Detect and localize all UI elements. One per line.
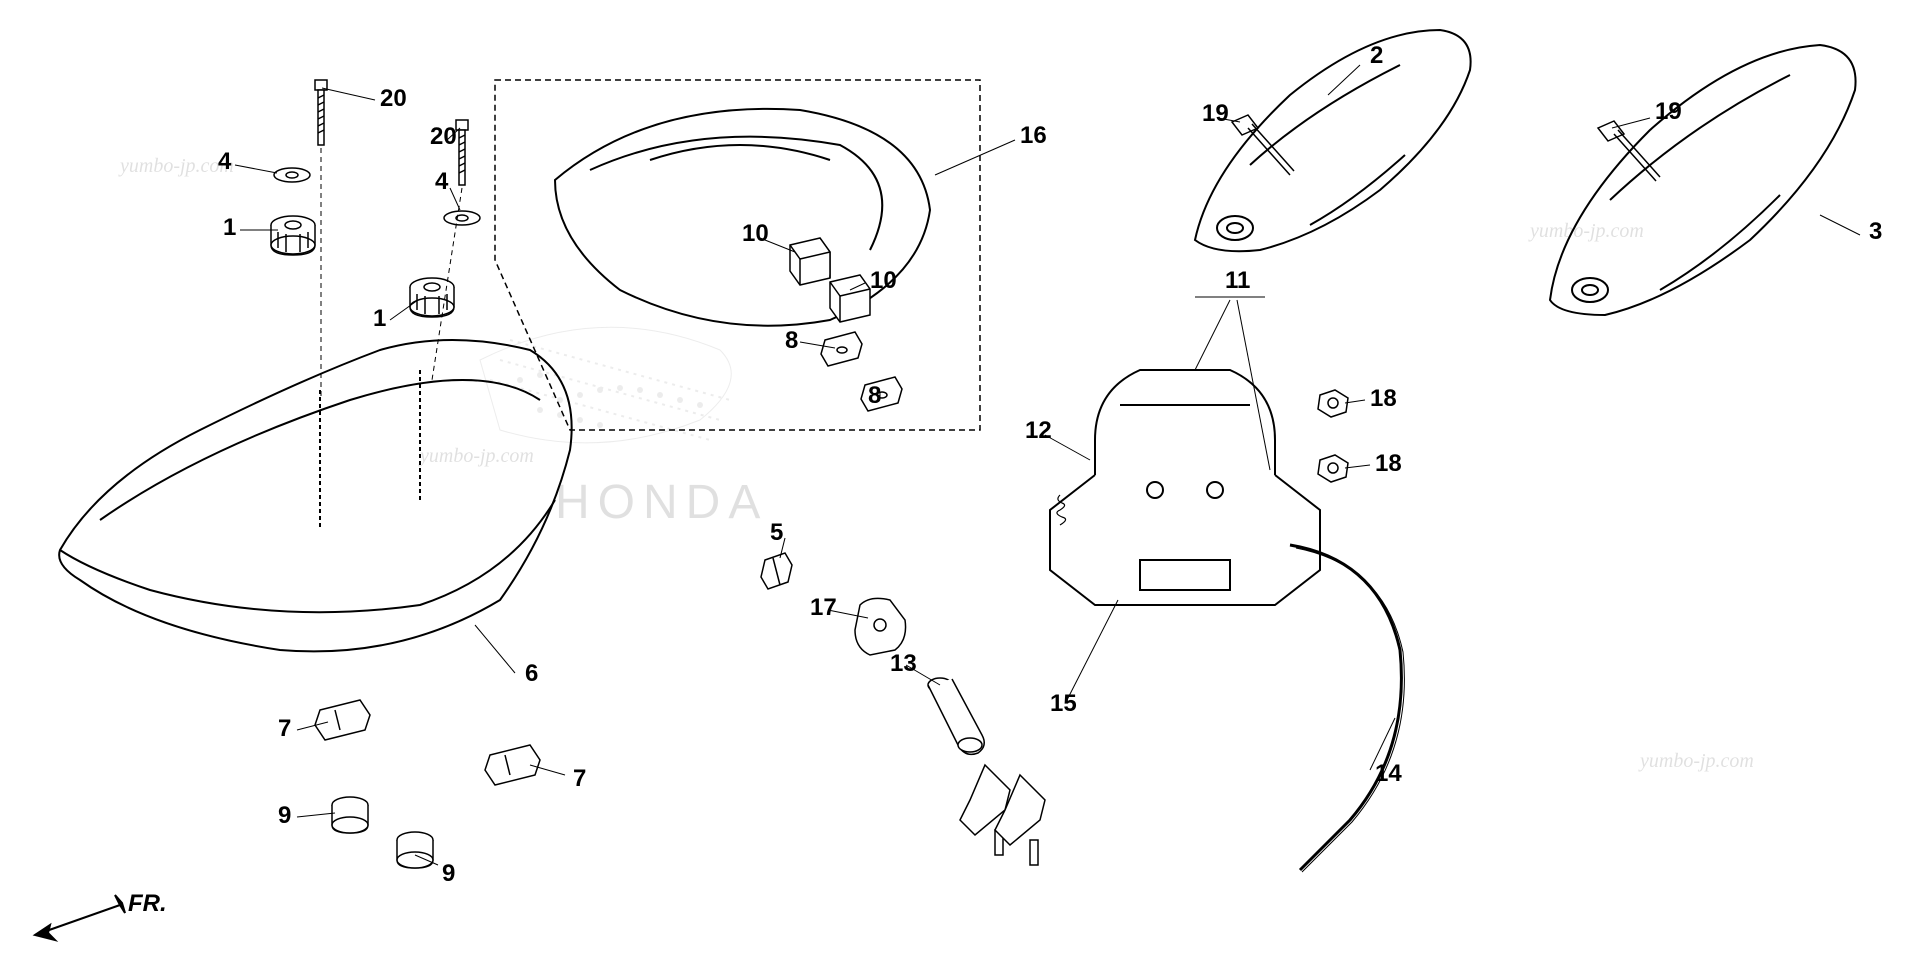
- label-2: 2: [1370, 42, 1383, 70]
- lock-cylinder-13: [928, 678, 984, 754]
- label-7a: 7: [278, 715, 291, 743]
- label-9a: 9: [278, 802, 291, 830]
- washer-4-left: [274, 168, 310, 182]
- rubber-mount-1-left: [271, 216, 315, 255]
- clip-5: [761, 553, 792, 589]
- nut-18-bottom: [1318, 455, 1348, 482]
- label-13: 13: [890, 650, 917, 678]
- label-8a: 8: [785, 327, 798, 355]
- grab-rail-right: [1550, 45, 1856, 315]
- grab-rail-left: [1195, 30, 1471, 251]
- label-7b: 7: [573, 765, 586, 793]
- cable-14: [1290, 545, 1404, 872]
- label-8b: 8: [868, 382, 881, 410]
- nut-18-top: [1318, 390, 1348, 417]
- rubber-mount-1-right: [410, 278, 454, 317]
- cushion-9-right: [397, 832, 433, 868]
- label-1b: 1: [373, 305, 386, 333]
- rear-seat-section-box: [495, 80, 980, 430]
- catch-7-left: [315, 700, 370, 740]
- bolt-20-left: [315, 80, 327, 145]
- label-12: 12: [1025, 417, 1052, 445]
- cushion-9-left: [332, 797, 368, 833]
- fr-direction-text: FR.: [128, 890, 167, 918]
- washer-4-right: [444, 211, 480, 225]
- label-11: 11: [1225, 267, 1250, 295]
- honda-wings-watermark: [480, 327, 731, 443]
- latch-assembly: [1050, 370, 1320, 605]
- label-10b: 10: [870, 267, 897, 295]
- keys: [960, 765, 1045, 865]
- label-18b: 18: [1375, 450, 1402, 478]
- label-19a: 19: [1202, 100, 1229, 128]
- label-3: 3: [1869, 218, 1882, 246]
- label-4b: 4: [435, 168, 448, 196]
- rubber-10-left: [790, 238, 830, 285]
- diagram-container: yumbo-jp.com yumbo-jp.com yumbo-jp.com y…: [0, 0, 1921, 961]
- label-20a: 20: [380, 85, 407, 113]
- label-20b: 20: [430, 123, 457, 151]
- rubber-10-right: [830, 275, 870, 322]
- label-19b: 19: [1655, 98, 1682, 126]
- label-15: 15: [1050, 690, 1077, 718]
- bracket-17: [855, 598, 906, 655]
- label-9b: 9: [442, 860, 455, 888]
- label-17: 17: [810, 594, 837, 622]
- label-5: 5: [770, 519, 783, 547]
- label-1a: 1: [223, 214, 236, 242]
- front-seat: [59, 340, 572, 651]
- label-18a: 18: [1370, 385, 1397, 413]
- label-10a: 10: [742, 220, 769, 248]
- label-6: 6: [525, 660, 538, 688]
- label-4a: 4: [218, 148, 231, 176]
- clip-8-left: [821, 332, 862, 366]
- label-14: 14: [1375, 760, 1402, 788]
- label-16: 16: [1020, 122, 1047, 150]
